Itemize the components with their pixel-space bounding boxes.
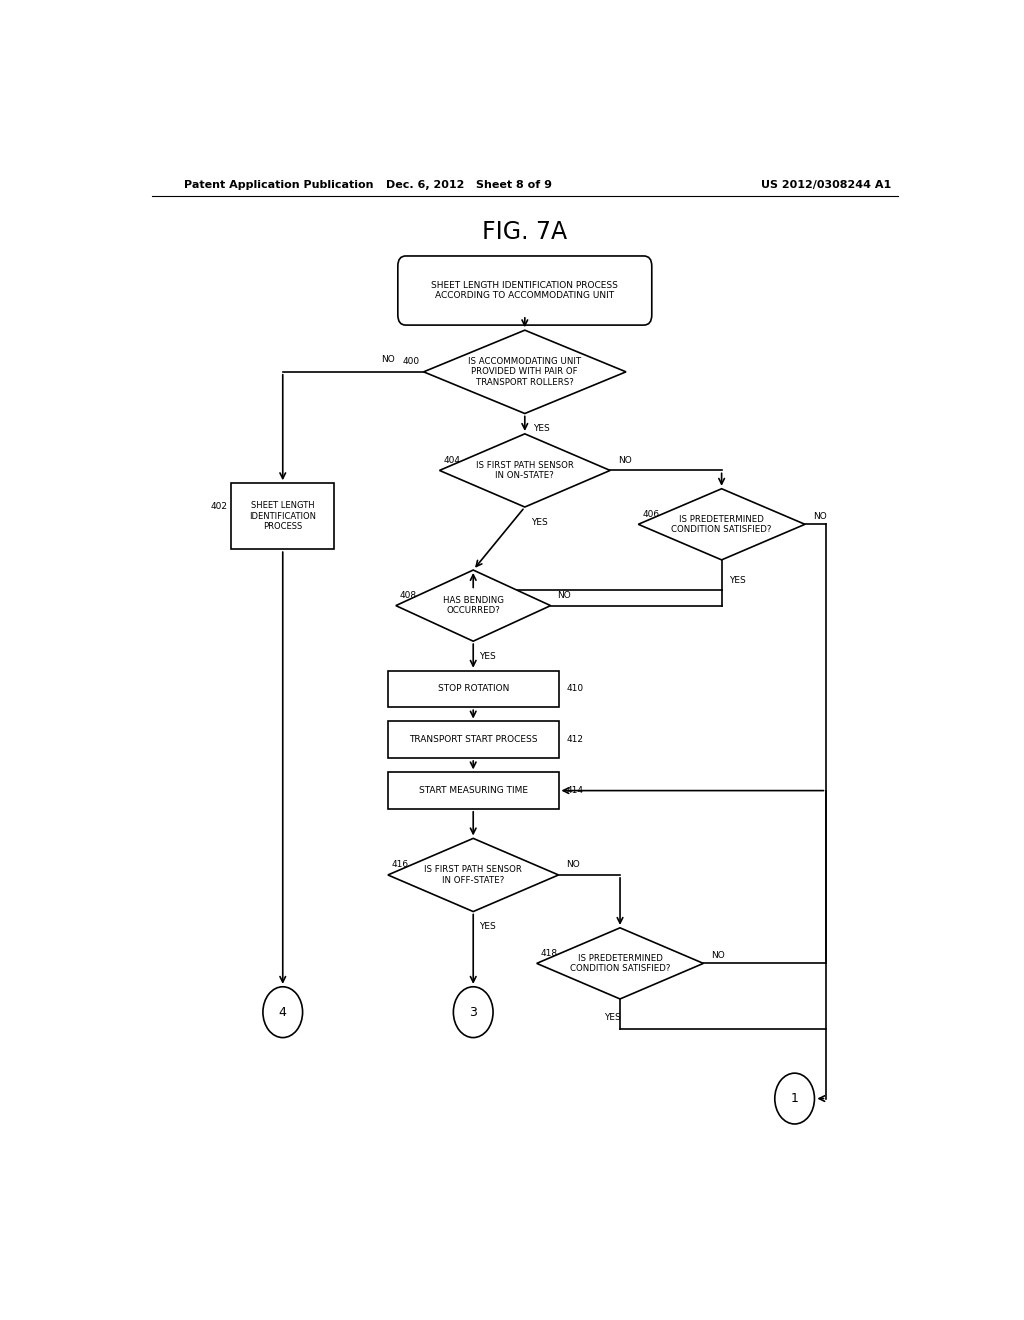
Circle shape bbox=[263, 987, 303, 1038]
Text: NO: NO bbox=[381, 355, 395, 364]
Text: Patent Application Publication: Patent Application Publication bbox=[183, 180, 373, 190]
Text: IS FIRST PATH SENSOR
IN OFF-STATE?: IS FIRST PATH SENSOR IN OFF-STATE? bbox=[424, 866, 522, 884]
Bar bbox=[388, 722, 558, 758]
Text: 404: 404 bbox=[443, 455, 461, 465]
Text: Dec. 6, 2012   Sheet 8 of 9: Dec. 6, 2012 Sheet 8 of 9 bbox=[386, 180, 552, 190]
Text: 402: 402 bbox=[210, 502, 227, 511]
Text: FIG. 7A: FIG. 7A bbox=[482, 219, 567, 244]
Text: SHEET LENGTH IDENTIFICATION PROCESS
ACCORDING TO ACCOMMODATING UNIT: SHEET LENGTH IDENTIFICATION PROCESS ACCO… bbox=[431, 281, 618, 300]
Text: NO: NO bbox=[557, 591, 570, 601]
Text: YES: YES bbox=[531, 517, 548, 527]
Text: 400: 400 bbox=[402, 358, 420, 366]
Bar bbox=[231, 483, 334, 549]
Polygon shape bbox=[638, 488, 805, 560]
Text: TRANSPORT START PROCESS: TRANSPORT START PROCESS bbox=[409, 735, 538, 744]
Text: 1: 1 bbox=[791, 1092, 799, 1105]
Circle shape bbox=[454, 987, 494, 1038]
Text: HAS BENDING
OCCURRED?: HAS BENDING OCCURRED? bbox=[442, 595, 504, 615]
Circle shape bbox=[775, 1073, 814, 1125]
FancyBboxPatch shape bbox=[397, 256, 651, 325]
Polygon shape bbox=[396, 570, 551, 642]
Text: SHEET LENGTH
IDENTIFICATION
PROCESS: SHEET LENGTH IDENTIFICATION PROCESS bbox=[249, 502, 316, 531]
Text: YES: YES bbox=[604, 1012, 621, 1022]
Polygon shape bbox=[439, 434, 610, 507]
Text: 406: 406 bbox=[642, 510, 659, 519]
Text: 418: 418 bbox=[541, 949, 558, 958]
Text: US 2012/0308244 A1: US 2012/0308244 A1 bbox=[761, 180, 892, 190]
Bar bbox=[388, 772, 558, 809]
Text: 408: 408 bbox=[399, 591, 417, 601]
Text: 414: 414 bbox=[566, 787, 584, 795]
Text: 3: 3 bbox=[469, 1006, 477, 1019]
Text: 410: 410 bbox=[566, 685, 584, 693]
Text: YES: YES bbox=[729, 576, 746, 585]
Text: YES: YES bbox=[532, 424, 550, 433]
Text: YES: YES bbox=[479, 923, 497, 932]
Polygon shape bbox=[537, 928, 703, 999]
Bar bbox=[388, 671, 558, 708]
Text: NO: NO bbox=[618, 455, 632, 465]
Text: 412: 412 bbox=[566, 735, 584, 744]
Polygon shape bbox=[388, 838, 558, 912]
Text: STOP ROTATION: STOP ROTATION bbox=[437, 685, 509, 693]
Text: NO: NO bbox=[712, 950, 725, 960]
Text: NO: NO bbox=[566, 861, 581, 870]
Text: IS PREDETERMINED
CONDITION SATISFIED?: IS PREDETERMINED CONDITION SATISFIED? bbox=[569, 953, 671, 973]
Text: IS ACCOMMODATING UNIT
PROVIDED WITH PAIR OF
TRANSPORT ROLLERS?: IS ACCOMMODATING UNIT PROVIDED WITH PAIR… bbox=[468, 356, 582, 387]
Text: START MEASURING TIME: START MEASURING TIME bbox=[419, 787, 527, 795]
Text: IS FIRST PATH SENSOR
IN ON-STATE?: IS FIRST PATH SENSOR IN ON-STATE? bbox=[476, 461, 573, 480]
Text: IS PREDETERMINED
CONDITION SATISFIED?: IS PREDETERMINED CONDITION SATISFIED? bbox=[672, 515, 772, 535]
Polygon shape bbox=[424, 330, 626, 413]
Text: 4: 4 bbox=[279, 1006, 287, 1019]
Text: NO: NO bbox=[813, 512, 826, 520]
Text: 416: 416 bbox=[392, 861, 409, 870]
Text: YES: YES bbox=[479, 652, 497, 661]
